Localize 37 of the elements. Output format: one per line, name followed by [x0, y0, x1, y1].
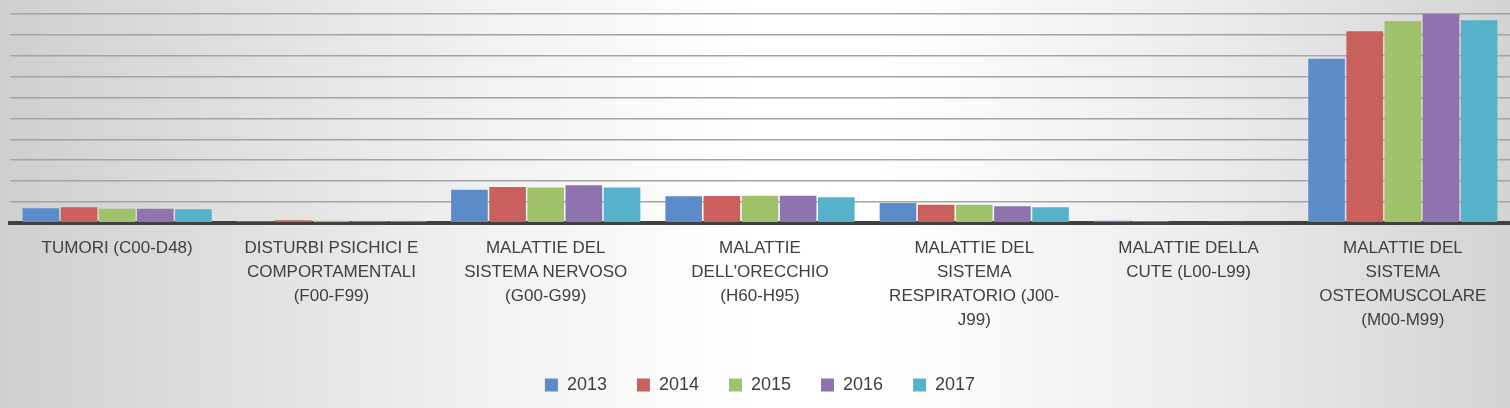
bar [451, 189, 488, 223]
bar [1308, 58, 1345, 223]
legend-label: 2017 [935, 373, 976, 394]
bar [879, 202, 917, 223]
legend-label: 2015 [750, 373, 792, 394]
bar [1384, 20, 1422, 223]
bar [489, 187, 526, 223]
bar [955, 204, 993, 223]
bar [565, 185, 603, 223]
bar [60, 207, 98, 223]
bar [665, 196, 703, 223]
bar [527, 187, 565, 223]
bar [917, 204, 955, 223]
bar [1422, 14, 1460, 223]
bar [136, 208, 174, 223]
bar [1460, 20, 1498, 223]
x-tick-label: MALATTIE DEL SISTEMA OSTEOMUSCOLARE (M00-M99) [1319, 238, 1487, 329]
bar [1346, 31, 1384, 223]
bar [703, 196, 741, 223]
x-tick-label: MALATTIE DELLA CUTE (L00-L99) [1118, 238, 1260, 282]
bar [779, 195, 817, 223]
bar [1032, 207, 1069, 223]
bar [175, 209, 212, 223]
x-tick-label: DISTURBI PSICHICI E COMPORTAMENTALI (F00-F99) [244, 238, 419, 305]
bar [817, 197, 855, 223]
x-tick-label: TUMORI (C00-D48) [41, 238, 193, 258]
bar [22, 208, 60, 223]
bar [98, 208, 136, 223]
legend-label: 2016 [843, 373, 884, 394]
x-tick-label: MALATTIE DEL SISTEMA NERVOSO (G00-G99) [464, 238, 628, 305]
x-tick-label: MALATTIE DEL SISTEMA RESPIRATORIO (J00-J99) [889, 238, 1060, 329]
legend-label: 2014 [658, 373, 699, 394]
bar [603, 187, 641, 223]
x-tick-label: MALATTIE DELL'ORECCHIO (H60-H95) [691, 238, 829, 305]
bar [994, 206, 1031, 223]
legend-label: 2013 [566, 373, 607, 394]
bar [741, 195, 779, 223]
